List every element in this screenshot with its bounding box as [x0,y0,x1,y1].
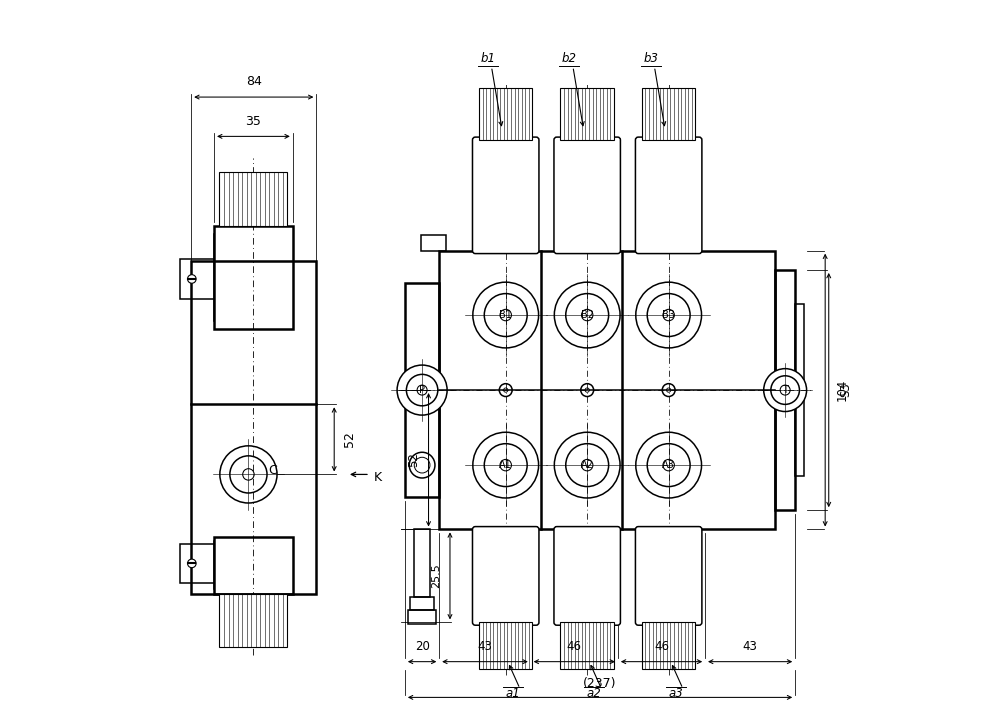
Bar [560,623,614,669]
Text: P: P [419,385,425,395]
Circle shape [500,459,511,471]
Circle shape [484,294,527,336]
Text: b2: b2 [562,52,577,65]
Circle shape [417,385,427,395]
Circle shape [581,459,593,471]
Bar [408,610,436,625]
Text: B1: B1 [499,310,512,320]
Text: A3: A3 [662,460,675,470]
Circle shape [764,369,807,411]
Text: 35: 35 [246,115,261,128]
Bar [560,88,614,140]
Bar [642,88,695,140]
Bar [219,172,287,226]
Text: B2: B2 [581,310,594,320]
Bar [191,262,316,594]
FancyBboxPatch shape [554,137,620,254]
Bar [795,304,804,476]
Text: K: K [374,471,382,484]
Text: T: T [782,385,788,395]
Text: 43: 43 [743,640,758,653]
Text: (237): (237) [583,677,617,690]
Circle shape [188,559,196,568]
Text: 46: 46 [567,640,582,653]
Circle shape [780,385,790,395]
Text: S3: S3 [839,382,852,398]
Bar [214,226,293,330]
Text: A1: A1 [499,460,512,470]
Circle shape [647,294,690,336]
Bar [414,529,430,597]
Circle shape [566,294,609,336]
Bar [180,260,214,299]
Text: 84: 84 [246,75,262,88]
Bar [479,623,532,669]
Circle shape [663,309,674,321]
Circle shape [406,375,438,406]
Circle shape [484,444,527,487]
Bar [642,623,695,669]
FancyBboxPatch shape [554,526,620,625]
Text: 43: 43 [478,640,492,653]
Circle shape [581,309,593,321]
Circle shape [636,282,702,348]
Circle shape [636,432,702,498]
Circle shape [647,444,690,487]
Text: 52: 52 [343,432,356,448]
FancyBboxPatch shape [472,137,539,254]
Bar [775,270,795,510]
Text: A2: A2 [581,460,594,470]
Circle shape [243,469,254,480]
Text: a2: a2 [587,687,602,700]
Text: 20: 20 [415,640,430,653]
Text: a3: a3 [668,687,683,700]
Text: 25.5: 25.5 [431,563,441,589]
Circle shape [473,282,539,348]
Circle shape [188,275,196,283]
Bar [421,235,446,251]
Bar [410,597,434,610]
Text: a1: a1 [505,687,520,700]
FancyBboxPatch shape [635,137,702,254]
Bar [405,283,439,497]
FancyBboxPatch shape [635,526,702,625]
Text: 46: 46 [654,640,669,653]
Text: b3: b3 [643,52,658,65]
Circle shape [500,309,511,321]
Circle shape [771,376,799,404]
Text: C: C [268,464,277,477]
Text: 52: 52 [407,453,420,467]
Circle shape [554,282,620,348]
Bar [439,251,775,529]
FancyBboxPatch shape [472,526,539,625]
Bar [180,544,214,583]
Circle shape [230,455,267,493]
Circle shape [566,444,609,487]
Circle shape [220,446,277,503]
Bar [479,88,532,140]
Text: 104: 104 [836,379,849,401]
Circle shape [554,432,620,498]
Circle shape [473,432,539,498]
Circle shape [663,459,674,471]
Text: b1: b1 [480,52,495,65]
Text: B3: B3 [662,310,675,320]
Circle shape [397,365,447,415]
Bar [214,536,293,594]
Bar [219,594,287,647]
